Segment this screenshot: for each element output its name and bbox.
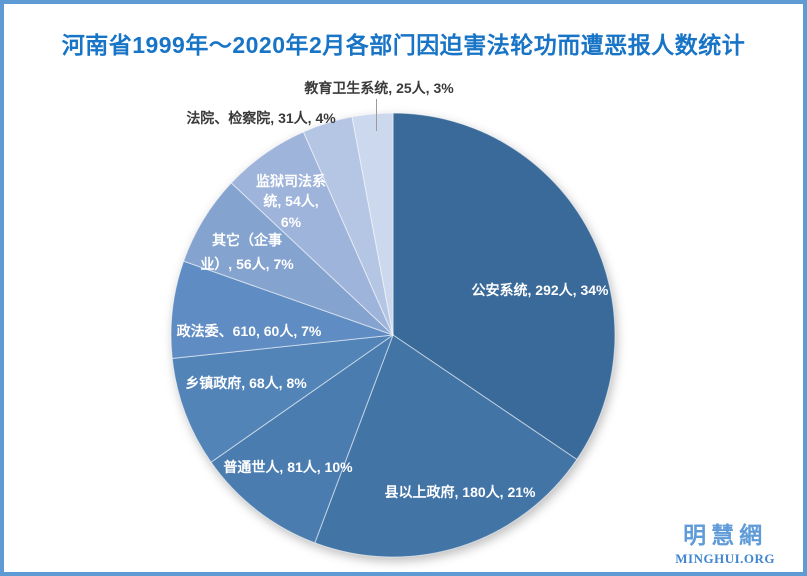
- pie-chart: [170, 112, 616, 558]
- chart-title: 河南省1999年～2020年2月各部门因迫害法轮功而遭恶报人数统计: [61, 32, 746, 58]
- slice-label-xiangzhen: 乡镇政府, 68人, 8%: [185, 375, 307, 391]
- leader-line-jiaoyu: [376, 99, 377, 131]
- pie-slice-1: [392, 112, 616, 461]
- slice-label-jiaoyu: 教育卫生系统, 25人, 3%: [304, 80, 454, 96]
- slice-label-xianyishang: 县以上政府, 180人, 21%: [384, 484, 536, 500]
- minghui-watermark: 明慧網 MINGHUI.ORG: [675, 516, 775, 567]
- pie-slice-4: [171, 334, 394, 463]
- pie-slice-3: [210, 333, 395, 544]
- pie-slice-9: [351, 112, 394, 336]
- watermark-en-text: MINGHUI.ORG: [675, 551, 775, 566]
- slice-label-jianyu: 监狱司法系 统, 54人, 6%: [256, 173, 326, 230]
- slice-label-gongan: 公安系统, 292人, 34%: [471, 282, 609, 298]
- slice-label-zhengfawei: 政法委、610, 60人, 7%: [176, 323, 322, 339]
- watermark-cn-text: 明慧網: [683, 523, 768, 548]
- slice-label-fayuan: 法院、检察院, 31人, 4%: [186, 110, 336, 126]
- slice-label-putong: 普通世人, 81人, 10%: [223, 459, 353, 475]
- pie-slice-2: [314, 334, 578, 558]
- slice-label-qita: 其它（企事 业）, 56人, 7%: [200, 232, 294, 272]
